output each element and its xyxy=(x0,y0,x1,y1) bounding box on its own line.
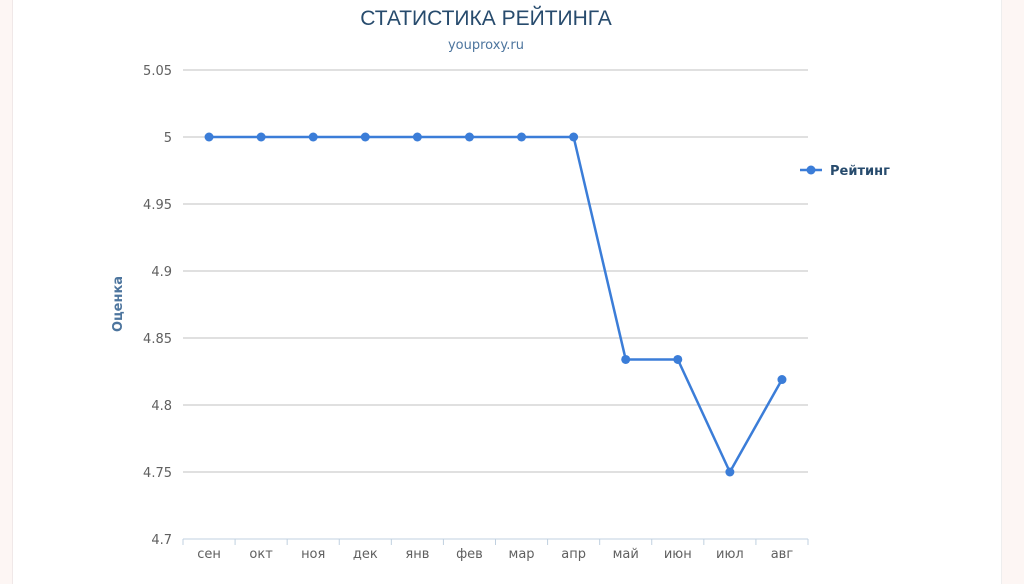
legend-label[interactable]: Рейтинг xyxy=(830,164,890,179)
x-tick-label: авг xyxy=(771,547,794,562)
chart-panel xyxy=(12,0,1002,584)
legend-marker-icon xyxy=(806,165,816,175)
data-point[interactable] xyxy=(621,354,631,364)
y-tick-label: 5.05 xyxy=(143,64,172,79)
y-tick-label: 5 xyxy=(164,131,172,146)
x-tick-label: июл xyxy=(716,547,744,562)
series-line xyxy=(209,135,784,475)
y-tick-label: 4.8 xyxy=(151,399,172,414)
y-tick-label: 4.7 xyxy=(151,533,172,548)
y-tick-label: 4.95 xyxy=(143,198,172,213)
data-point[interactable] xyxy=(517,132,527,142)
x-tick-label: сен xyxy=(197,547,221,562)
x-tick-label: янв xyxy=(405,547,429,562)
data-point[interactable] xyxy=(204,132,214,142)
data-point[interactable] xyxy=(256,132,266,142)
y-tick-label: 4.9 xyxy=(151,265,172,280)
x-tick-label: июн xyxy=(664,547,692,562)
chart-title: СТАТИСТИКА РЕЙТИНГА xyxy=(360,6,612,30)
chart-subtitle: youproxy.ru xyxy=(448,38,524,53)
y-tick-label: 4.75 xyxy=(143,466,172,481)
data-point[interactable] xyxy=(777,375,787,385)
data-point[interactable] xyxy=(725,467,735,477)
x-tick-label: фев xyxy=(456,547,483,562)
data-point[interactable] xyxy=(360,132,370,142)
data-point[interactable] xyxy=(464,132,474,142)
x-tick-label: окт xyxy=(249,547,273,562)
x-tick-label: дек xyxy=(353,547,378,562)
data-point[interactable] xyxy=(673,354,683,364)
x-tick-label: апр xyxy=(561,547,586,562)
y-axis-title: Оценка xyxy=(111,276,126,332)
y-tick-label: 4.85 xyxy=(143,332,172,347)
x-tick-label: мар xyxy=(509,547,535,562)
x-tick-label: май xyxy=(613,547,639,562)
data-point[interactable] xyxy=(412,132,422,142)
data-point[interactable] xyxy=(308,132,318,142)
legend[interactable]: Рейтинг xyxy=(800,164,890,179)
data-point[interactable] xyxy=(569,132,579,142)
x-tick-label: ноя xyxy=(301,547,325,562)
